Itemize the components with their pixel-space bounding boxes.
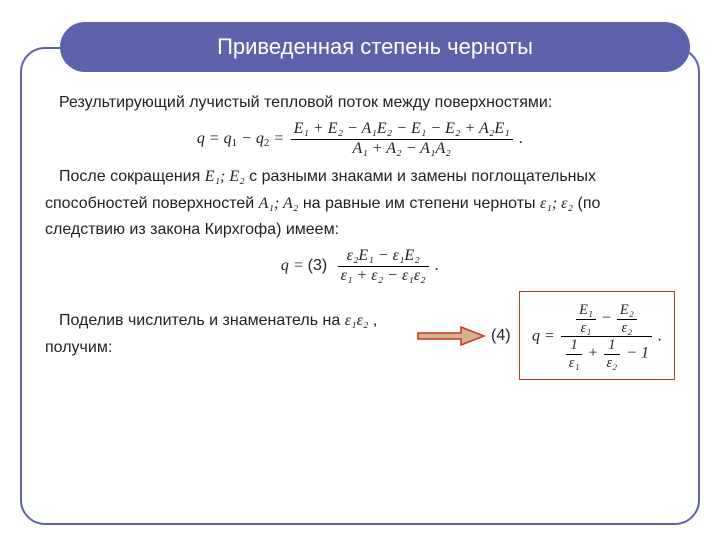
content-frame <box>20 47 700 525</box>
slide-title: Приведенная степень черноты <box>217 34 533 60</box>
title-bar: Приведенная степень черноты <box>60 22 690 72</box>
